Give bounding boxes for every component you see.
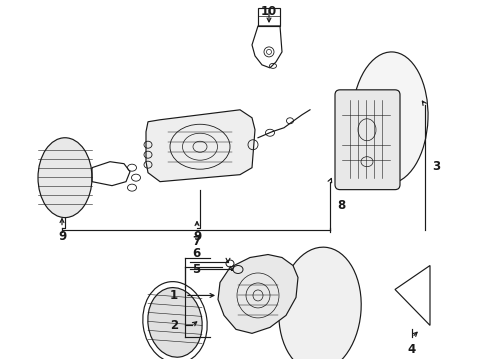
Text: 7: 7 bbox=[192, 235, 200, 248]
Text: 6: 6 bbox=[192, 247, 200, 260]
Ellipse shape bbox=[148, 288, 202, 357]
Text: 3: 3 bbox=[432, 160, 440, 173]
Text: 4: 4 bbox=[408, 343, 416, 356]
Polygon shape bbox=[146, 110, 255, 182]
Text: 1: 1 bbox=[170, 289, 178, 302]
Ellipse shape bbox=[279, 247, 361, 360]
Polygon shape bbox=[218, 255, 298, 333]
Text: 8: 8 bbox=[337, 199, 345, 212]
Text: 9: 9 bbox=[193, 230, 201, 243]
Text: 9: 9 bbox=[58, 230, 66, 243]
FancyBboxPatch shape bbox=[335, 90, 400, 190]
Ellipse shape bbox=[352, 52, 428, 184]
Ellipse shape bbox=[38, 138, 92, 217]
Bar bbox=[258, 8, 280, 26]
Text: 5: 5 bbox=[192, 263, 200, 276]
Text: 10: 10 bbox=[261, 5, 277, 18]
Text: 2: 2 bbox=[170, 319, 178, 332]
